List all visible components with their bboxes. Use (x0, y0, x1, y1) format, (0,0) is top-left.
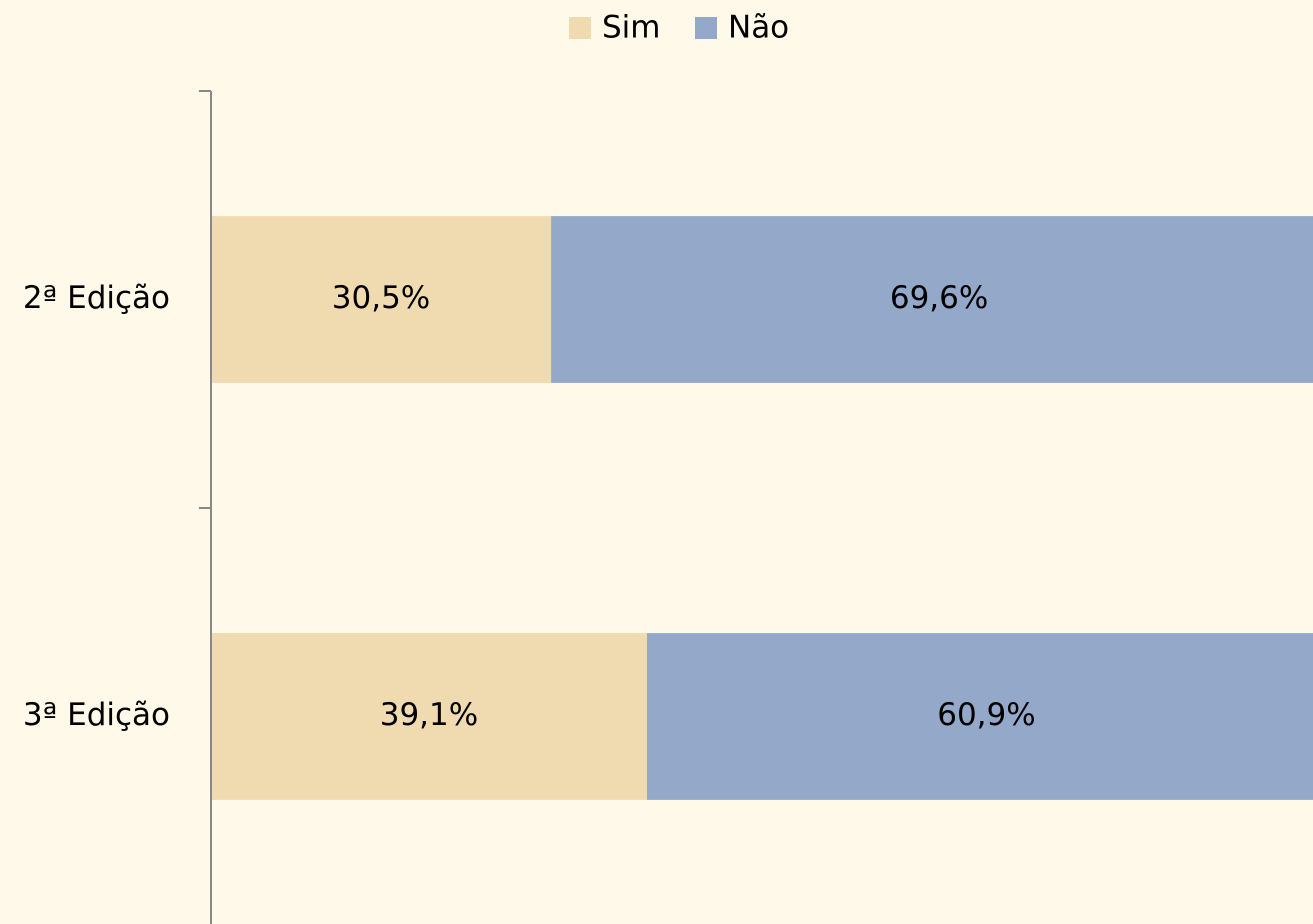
data-label: 60,9% (937, 697, 1035, 733)
y-tick-label: 3ª Edição (23, 697, 170, 733)
data-label: 69,6% (890, 280, 988, 316)
legend-label: Não (728, 10, 789, 46)
bar-segment (646, 633, 1313, 800)
bar-segment (551, 216, 1313, 383)
legend-label: Sim (602, 10, 661, 46)
data-label: 30,5% (332, 280, 430, 316)
legend-swatch (695, 17, 717, 39)
data-label: 39,1% (380, 697, 478, 733)
bar-segment (211, 633, 647, 800)
bar-segment (211, 216, 552, 383)
y-tick-label: 2ª Edição (23, 280, 170, 316)
legend-swatch (569, 17, 591, 39)
